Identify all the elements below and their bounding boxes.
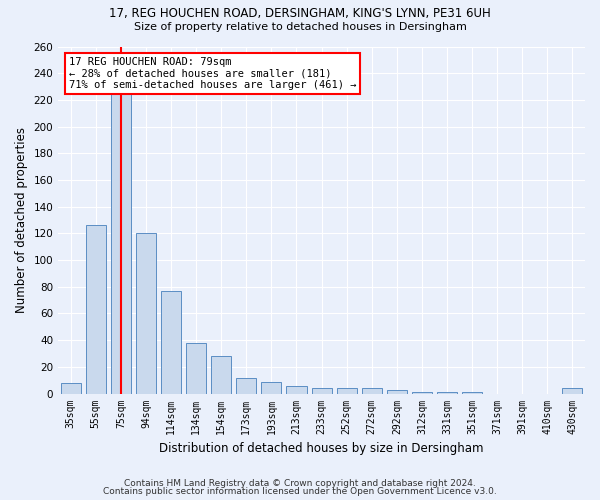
Bar <box>462 392 482 394</box>
Bar <box>362 388 382 394</box>
X-axis label: Distribution of detached houses by size in Dersingham: Distribution of detached houses by size … <box>160 442 484 455</box>
Text: 17, REG HOUCHEN ROAD, DERSINGHAM, KING'S LYNN, PE31 6UH: 17, REG HOUCHEN ROAD, DERSINGHAM, KING'S… <box>109 8 491 20</box>
Text: Contains HM Land Registry data © Crown copyright and database right 2024.: Contains HM Land Registry data © Crown c… <box>124 478 476 488</box>
Bar <box>437 392 457 394</box>
Bar <box>337 388 357 394</box>
Bar <box>311 388 332 394</box>
Bar <box>236 378 256 394</box>
Bar <box>186 343 206 394</box>
Bar <box>562 388 583 394</box>
Bar <box>412 392 432 394</box>
Text: Size of property relative to detached houses in Dersingham: Size of property relative to detached ho… <box>134 22 466 32</box>
Text: 17 REG HOUCHEN ROAD: 79sqm
← 28% of detached houses are smaller (181)
71% of sem: 17 REG HOUCHEN ROAD: 79sqm ← 28% of deta… <box>69 57 356 90</box>
Bar <box>136 234 156 394</box>
Bar <box>161 291 181 394</box>
Bar <box>211 356 231 394</box>
Bar <box>86 226 106 394</box>
Bar <box>111 60 131 394</box>
Bar <box>262 382 281 394</box>
Text: Contains public sector information licensed under the Open Government Licence v3: Contains public sector information licen… <box>103 487 497 496</box>
Bar <box>61 383 81 394</box>
Bar <box>387 390 407 394</box>
Bar <box>286 386 307 394</box>
Y-axis label: Number of detached properties: Number of detached properties <box>15 127 28 313</box>
